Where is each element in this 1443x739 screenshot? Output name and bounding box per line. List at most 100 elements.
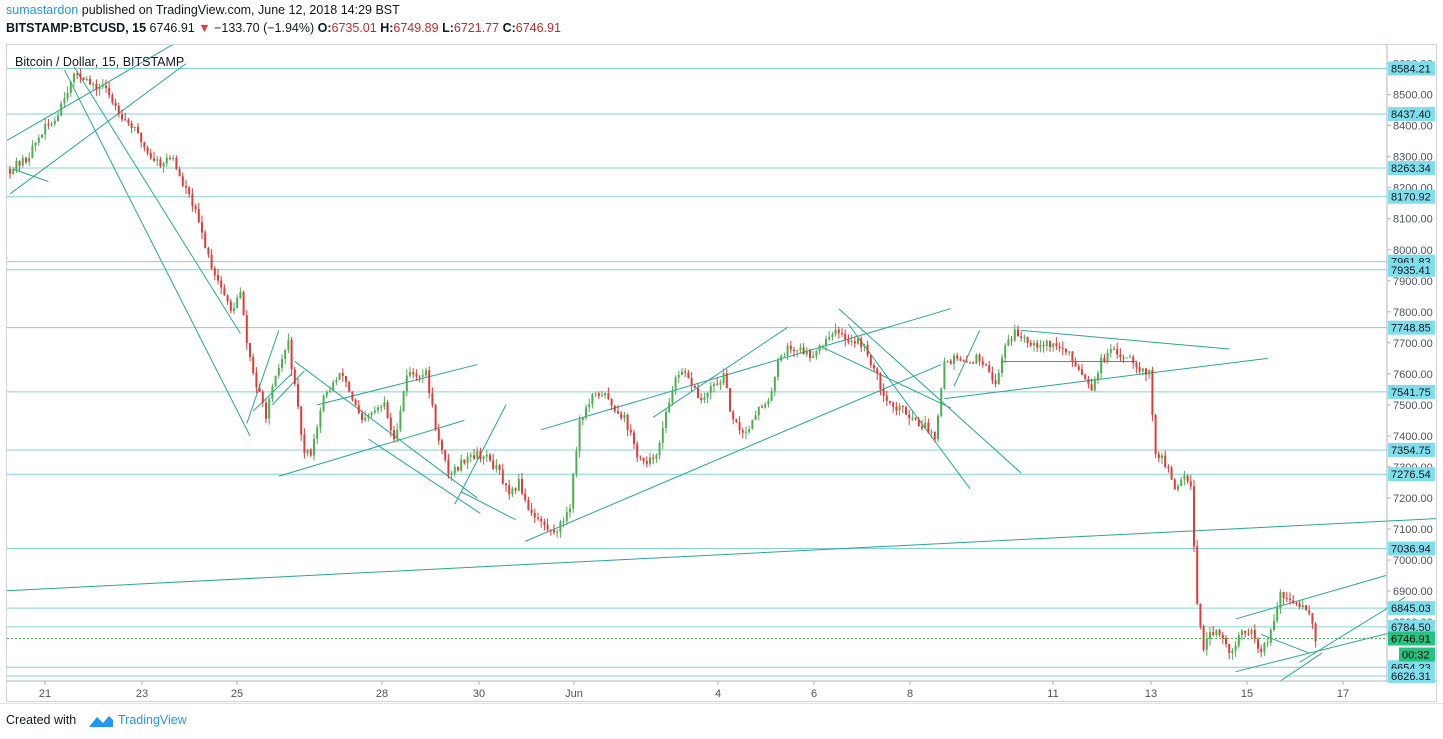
candle-body: [73, 73, 75, 82]
price-tag-bg: [1388, 189, 1435, 204]
candle-body: [1109, 348, 1112, 354]
high-label: H:: [380, 21, 394, 35]
time-tick-label: 21: [39, 688, 51, 700]
candle-body: [553, 530, 555, 533]
candle-body: [1260, 648, 1263, 653]
candle-body: [697, 387, 699, 398]
candle-body: [505, 483, 507, 486]
candle-body: [396, 429, 399, 440]
candle-body: [402, 391, 405, 411]
candle-body: [1013, 329, 1016, 341]
candle-body: [665, 412, 667, 428]
candle-body: [1045, 340, 1048, 346]
candle-body: [137, 126, 139, 134]
countdown-tag-bg: [1399, 647, 1435, 662]
candle-body: [114, 102, 117, 106]
candle-body: [191, 194, 194, 207]
candle-body: [562, 520, 565, 522]
candle-body: [53, 120, 56, 125]
candle-body: [988, 365, 991, 373]
candle-body: [978, 354, 981, 362]
tradingview-link[interactable]: TradingView: [118, 713, 187, 727]
time-tick-label: 11: [1047, 688, 1058, 700]
price-tag-label: 7276.54: [1391, 469, 1431, 481]
author-link[interactable]: sumastardon: [6, 3, 79, 17]
candle-body: [812, 356, 815, 359]
trendline: [652, 326, 788, 418]
chart-area[interactable]: 6800.006900.007000.007100.007200.007300.…: [6, 44, 1437, 702]
candle-body: [351, 391, 354, 400]
candle-body: [578, 420, 581, 452]
candle-body: [1145, 368, 1147, 375]
candle-body: [431, 393, 434, 406]
candle-body: [319, 410, 322, 428]
candle-body: [1113, 348, 1115, 350]
candle-body: [722, 373, 725, 384]
candle-body: [322, 395, 325, 411]
price-tick-label: 6900.00: [1393, 586, 1433, 598]
candle-body: [521, 478, 523, 494]
time-tick-label: 17: [1337, 688, 1349, 700]
candle-body: [690, 377, 693, 386]
candle-body: [879, 373, 882, 389]
tradingview-logo-icon[interactable]: [88, 714, 114, 728]
candle-body: [1071, 351, 1074, 362]
candle-body: [908, 414, 911, 419]
candle-body: [1001, 357, 1003, 373]
candle-body: [1215, 630, 1218, 636]
price-chart[interactable]: 6800.006900.007000.007100.007200.007300.…: [7, 45, 1436, 701]
candle-body: [972, 362, 975, 364]
candle-body: [25, 157, 27, 163]
candle-body: [92, 83, 95, 85]
candle-body: [159, 159, 162, 167]
candle-body: [172, 157, 175, 159]
candle-body: [1049, 340, 1051, 348]
candle-body: [277, 367, 280, 376]
candle-body: [217, 275, 219, 281]
candle-body: [313, 438, 315, 456]
price-tag-label: 7036.94: [1391, 544, 1431, 556]
candle-body: [741, 430, 744, 433]
created-with-text: Created with: [6, 713, 77, 727]
candle-body: [892, 402, 895, 407]
candle-body: [156, 159, 159, 161]
candle-body: [1061, 347, 1064, 349]
price-tag-label: 8437.40: [1391, 109, 1431, 121]
candle-body: [105, 85, 107, 88]
candle-body: [252, 356, 255, 373]
trendline: [838, 308, 1022, 474]
candle-body: [1023, 337, 1026, 339]
trendline: [317, 364, 478, 406]
candle-body: [1138, 367, 1141, 372]
candle-body: [1308, 610, 1311, 614]
trendline: [1280, 652, 1323, 682]
candle-body: [617, 411, 619, 414]
candle-body: [962, 360, 965, 362]
candle-body: [1125, 357, 1128, 359]
price-tag-bg: [1388, 541, 1435, 556]
candle-body: [1212, 632, 1215, 636]
candle-body: [108, 87, 111, 96]
candle-body: [514, 488, 517, 491]
price-tick-label: 8500.00: [1393, 90, 1433, 102]
candle-body: [1148, 369, 1151, 375]
candle-body: [885, 395, 888, 401]
candle-body: [1193, 486, 1195, 547]
price-tag-bg: [1388, 384, 1435, 399]
price-tag-label: 6845.03: [1391, 603, 1431, 615]
candle-body: [133, 126, 136, 129]
price-tick-label: 8300.00: [1393, 152, 1433, 164]
candle-body: [284, 349, 287, 359]
candle-body: [85, 78, 88, 80]
trendline: [368, 438, 481, 514]
time-tick-label: 30: [473, 688, 485, 700]
candle-body: [796, 350, 799, 352]
time-tick-label: Jun: [565, 688, 583, 700]
candle-body: [258, 387, 261, 392]
candle-body: [594, 393, 597, 395]
trendline: [1299, 596, 1406, 663]
candle-body: [860, 338, 863, 348]
candle-body: [421, 375, 424, 377]
candle-body: [857, 338, 859, 344]
time-tick-label: 6: [811, 688, 817, 700]
